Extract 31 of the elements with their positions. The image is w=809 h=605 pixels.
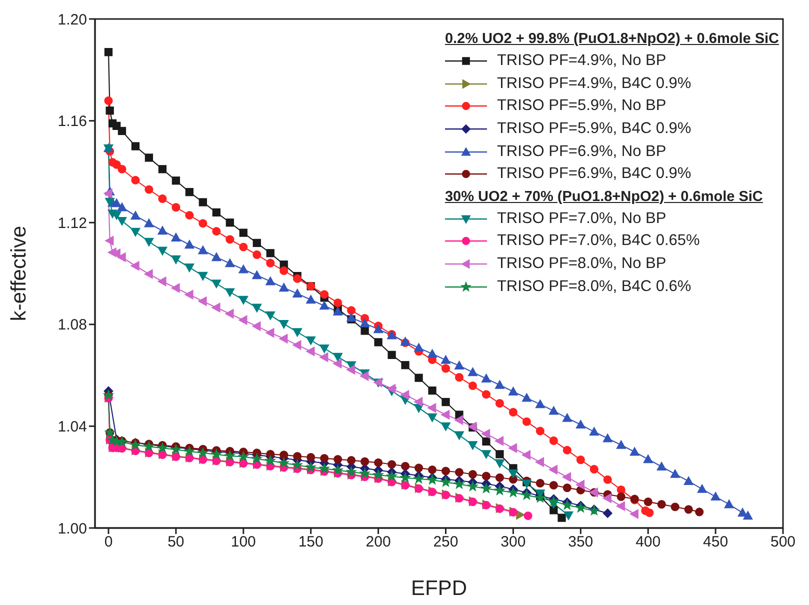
legend-label: TRISO PF=4.9%, B4C 0.9% [496,74,692,93]
x-tick-label: 50 [168,534,184,551]
legend-label: TRISO PF=7.0%, No BP [496,210,666,228]
legend-label: TRISO PF=7.0%, B4C 0.65% [496,232,700,250]
text: 30% UO2 + 70% (PuO1.8+NpO2) + 0.6mole SiC [444,188,763,205]
x-tick-label: 350 [568,534,594,551]
legend-label: TRISO PF=4.9%, No BP [496,52,666,70]
legend-label: TRISO PF=8.0%, B4C 0.6% [496,278,692,296]
legend-label: TRISO PF=6.9%, B4C 0.9% [496,165,692,184]
y-tick-label: 1.08 [58,316,87,334]
y-tick-label: 1.20 [58,11,87,28]
legend-label: TRISO PF=5.9%, B4C 0.9% [496,120,692,138]
x-tick-label: 150 [298,534,324,551]
y-tick-label: 1.00 [58,520,87,538]
x-tick-label: 450 [703,534,728,551]
legend-label: TRISO PF=5.9%, No BP [496,97,666,116]
x-tick-label: 100 [230,534,256,551]
y-tick-label: 1.16 [58,113,87,130]
x-tick-label: 250 [433,534,458,551]
text: 0.2% UO2 + 99.8% (PuO1.8+NpO2) + 0.6mole SiC [444,31,779,47]
y-tick-label: 1.12 [58,214,87,232]
x-axis-title: EFPD [410,577,468,600]
x-tick-label: 0 [104,534,113,551]
x-tick-label: 500 [770,534,796,551]
x-tick-label: 300 [500,534,526,551]
x-tick-label: 200 [366,534,391,551]
y-tick-label: 1.04 [58,418,87,436]
x-tick-label: 400 [636,534,661,551]
legend-label: TRISO PF=6.9%, No BP [496,142,666,161]
legend-label: TRISO PF=8.0%, No BP [496,255,666,274]
y-axis-title: k-effective [7,226,30,322]
